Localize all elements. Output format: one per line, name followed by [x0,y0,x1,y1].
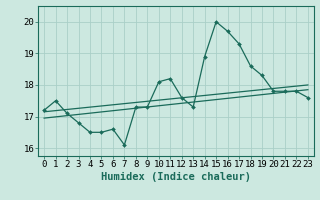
X-axis label: Humidex (Indice chaleur): Humidex (Indice chaleur) [101,172,251,182]
